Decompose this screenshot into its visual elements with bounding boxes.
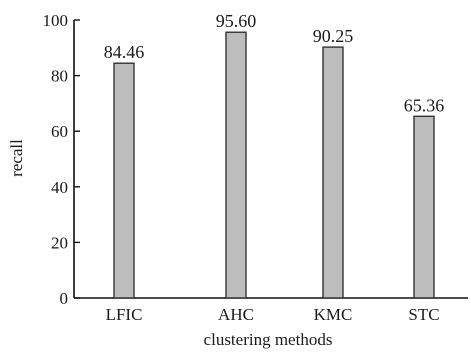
y-tick-label: 20 bbox=[51, 233, 68, 252]
x-tick-label: AHC bbox=[218, 305, 254, 324]
bar-value-label: 84.46 bbox=[104, 42, 145, 62]
bar-lfic bbox=[113, 62, 135, 299]
y-axis-label: recall bbox=[7, 139, 26, 177]
y-tick-label: 100 bbox=[43, 11, 69, 30]
x-axis-label: clustering methods bbox=[204, 330, 333, 349]
y-tick-label: 0 bbox=[60, 289, 69, 308]
y-tick-label: 40 bbox=[51, 178, 68, 197]
y-tick-label: 60 bbox=[51, 122, 68, 141]
bar-ahc bbox=[225, 31, 247, 299]
bar-kmc bbox=[322, 46, 344, 299]
x-axis-ticks: LFIC AHC KMC STC bbox=[106, 305, 440, 324]
bar-value-label: 65.36 bbox=[404, 95, 445, 115]
x-tick-label: KMC bbox=[314, 305, 353, 324]
bar-value-label: 95.60 bbox=[216, 11, 257, 31]
bar-value-label: 90.25 bbox=[313, 26, 354, 46]
y-axis-ticks: 0 20 40 60 80 100 bbox=[43, 11, 80, 308]
bar-stc bbox=[413, 115, 435, 299]
axes bbox=[73, 20, 468, 299]
x-tick-label: LFIC bbox=[106, 305, 143, 324]
bars bbox=[113, 31, 435, 299]
x-tick-label: STC bbox=[408, 305, 439, 324]
y-tick-label: 80 bbox=[51, 67, 68, 86]
bar-value-labels: 84.46 95.60 90.25 65.36 bbox=[104, 11, 445, 115]
